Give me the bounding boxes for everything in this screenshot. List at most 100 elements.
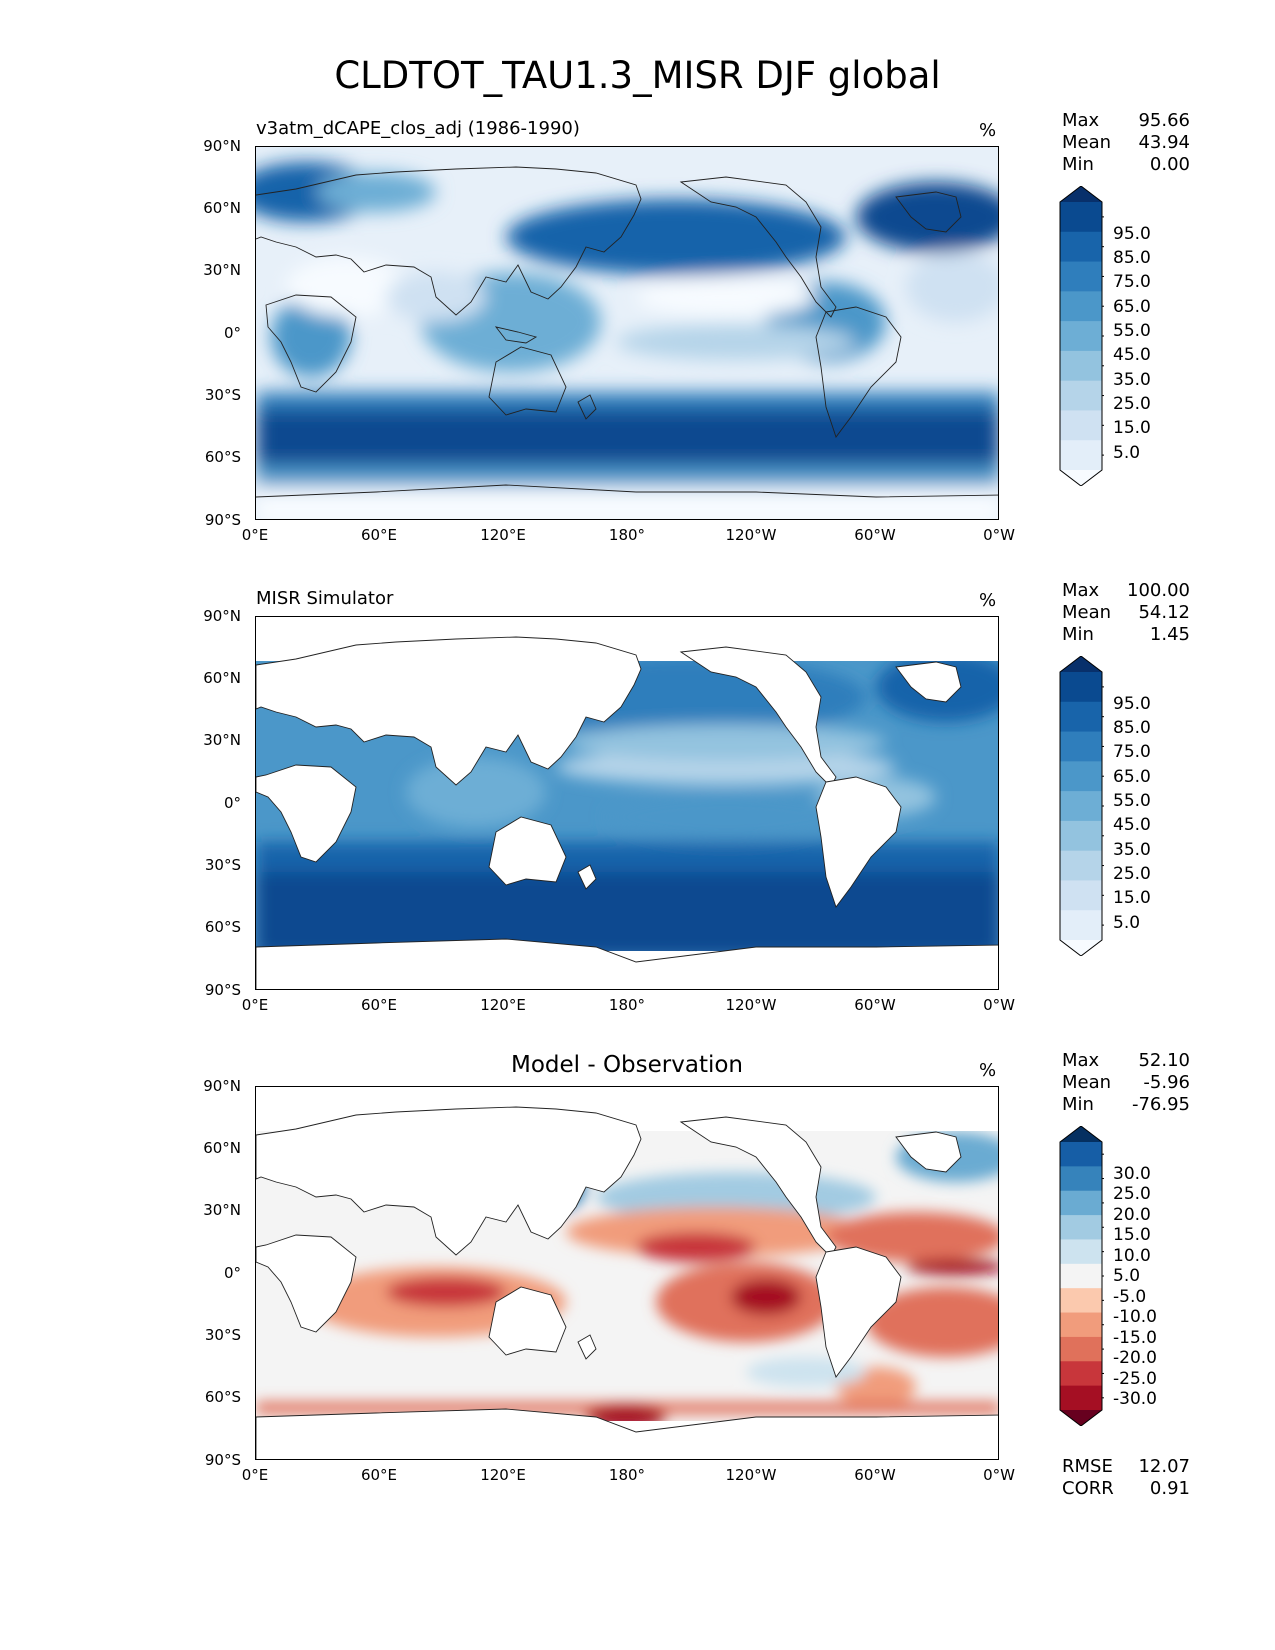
stat-label: Min	[1062, 154, 1094, 175]
colorbar-extend-top	[1060, 1126, 1102, 1142]
stat-label: Max	[1062, 580, 1100, 601]
colorbar-band	[1060, 1142, 1102, 1167]
metric-label: RMSE	[1062, 1456, 1113, 1477]
colorbar-label: 45.0	[1113, 345, 1151, 365]
colorbar-label: 75.0	[1113, 272, 1151, 292]
lon-label: 120°E	[480, 1466, 526, 1484]
colorbar-label: 55.0	[1113, 321, 1151, 341]
lon-label: 0°W	[983, 526, 1015, 544]
lon-label: 120°W	[725, 526, 777, 544]
lat-label: 30°N	[203, 261, 241, 279]
lat-label: 60°S	[204, 448, 241, 466]
colorbar-band	[1060, 672, 1102, 703]
lat-label: 60°N	[203, 1139, 241, 1157]
colorbar-label: -5.0	[1113, 1287, 1147, 1307]
colorbar-band	[1060, 1239, 1102, 1265]
lat-label: 90°N	[203, 607, 241, 625]
colorbar-label: 35.0	[1113, 840, 1151, 860]
lat-label: 30°S	[204, 386, 241, 404]
colorbar-band	[1060, 1263, 1102, 1289]
lon-label: 120°E	[480, 996, 526, 1014]
lat-label: 0°	[223, 794, 241, 812]
colorbar-label: -20.0	[1113, 1348, 1157, 1368]
colorbar-band	[1060, 791, 1102, 822]
colorbar-band	[1060, 1361, 1102, 1387]
colorbar-label: 75.0	[1113, 742, 1151, 762]
colorbar-band	[1060, 410, 1102, 441]
metric-rmse: 12.07	[1138, 1456, 1190, 1477]
lat-label: 90°S	[204, 511, 241, 529]
colorbar-band	[1060, 731, 1102, 762]
lon-label: 120°E	[480, 526, 526, 544]
panel-difference: Model - Observation %	[0, 1050, 1275, 1499]
colorbar-band	[1060, 850, 1102, 881]
lat-label: 90°S	[204, 1451, 241, 1469]
lon-label: 180°	[608, 996, 646, 1014]
colorbar-band	[1060, 910, 1102, 941]
colorbar-extend-bottom	[1060, 470, 1102, 486]
colorbar-label: 5.0	[1113, 913, 1141, 933]
stat-label: Mean	[1062, 1072, 1112, 1093]
colorbar-extend-bottom	[1060, 940, 1102, 956]
colorbar-label: 95.0	[1113, 694, 1151, 714]
colorbar	[1059, 186, 1104, 486]
colorbar-label: -25.0	[1113, 1369, 1157, 1389]
colorbar-label: 25.0	[1113, 1184, 1151, 1204]
stat-min: 1.45	[1149, 624, 1190, 645]
stat-label: Mean	[1062, 602, 1112, 623]
metric-corr: 0.91	[1149, 1478, 1190, 1499]
stat-min: -76.95	[1131, 1094, 1190, 1115]
stat-label: Min	[1062, 1094, 1094, 1115]
stat-label: Max	[1062, 1050, 1100, 1071]
colorbar-label: 85.0	[1113, 248, 1151, 268]
units-label: %	[979, 1060, 997, 1081]
map-svg	[256, 1087, 998, 1459]
colorbar-label: -10.0	[1113, 1307, 1157, 1327]
colorbar-band	[1060, 261, 1102, 292]
colorbar-label: -30.0	[1113, 1389, 1157, 1409]
panel-test: v3atm_dCAPE_clos_adj (1986-1990) %	[0, 110, 1275, 552]
stats-box: Max 95.66 Mean 43.94 Min 0.00	[1062, 110, 1190, 176]
lat-label: 0°	[223, 1264, 241, 1282]
colorbar-band	[1060, 202, 1102, 233]
lon-label: 60°W	[854, 996, 896, 1014]
stat-max: 52.10	[1138, 1050, 1190, 1071]
lon-label: 60°W	[854, 526, 896, 544]
colorbar-label: 5.0	[1113, 443, 1141, 463]
lat-label: 90°N	[203, 137, 241, 155]
lat-label: 90°S	[204, 981, 241, 999]
lon-label: 60°E	[360, 1466, 398, 1484]
colorbar-band	[1060, 1215, 1102, 1240]
panel-subtitle: MISR Simulator	[256, 588, 394, 609]
stat-mean: 54.12	[1138, 602, 1190, 623]
colorbar-label: 25.0	[1113, 394, 1151, 414]
colorbar-band	[1060, 880, 1102, 911]
colorbar-extend-top	[1060, 656, 1102, 672]
map-plot	[255, 616, 999, 990]
colorbar-band	[1060, 1288, 1102, 1314]
lon-label: 120°W	[725, 1466, 777, 1484]
colorbar-label: 15.0	[1113, 418, 1151, 438]
colorbar-label: 95.0	[1113, 224, 1151, 244]
stat-mean: 43.94	[1138, 132, 1190, 153]
stat-min: 0.00	[1149, 154, 1190, 175]
colorbar	[1059, 1126, 1104, 1426]
panel-subtitle: Model - Observation	[510, 1052, 744, 1078]
colorbar-label: 35.0	[1113, 370, 1151, 390]
colorbar-band	[1060, 380, 1102, 411]
colorbar-band	[1060, 701, 1102, 733]
colorbar-outline	[1059, 1126, 1103, 1426]
colorbar-band	[1060, 440, 1102, 471]
figure-title: CLDTOT_TAU1.3_MISR DJF global	[334, 54, 941, 97]
map-svg	[256, 147, 998, 519]
lat-label: 30°S	[204, 856, 241, 874]
colorbar-outline	[1059, 186, 1103, 486]
lat-label: 60°N	[203, 199, 241, 217]
units-label: %	[979, 590, 997, 611]
map-plot	[255, 146, 999, 520]
lon-label: 60°W	[854, 1466, 896, 1484]
colorbar-band	[1060, 1336, 1102, 1362]
metric-label: CORR	[1062, 1478, 1114, 1499]
colorbar-outline	[1059, 656, 1103, 956]
stats-box: Max 52.10 Mean -5.96 Min -76.95	[1062, 1050, 1190, 1116]
